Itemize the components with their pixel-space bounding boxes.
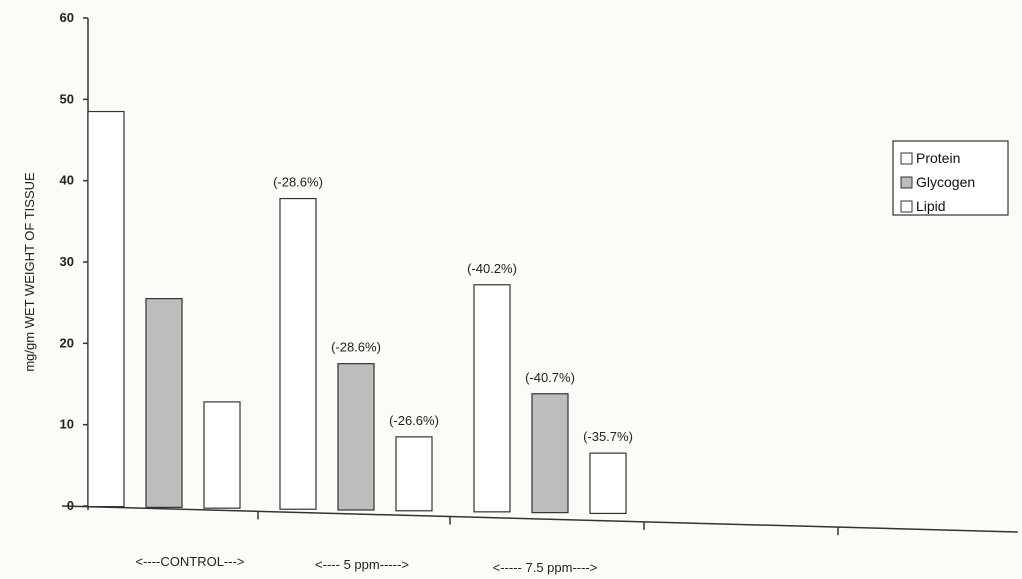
x-category-label: <----- 7.5 ppm---->	[493, 560, 598, 575]
y-tick-label: 50	[60, 91, 74, 106]
bar-protein-2	[279, 197, 317, 510]
x-category-label: <---- 5 ppm----->	[315, 557, 409, 572]
bar-glycogen-1	[145, 298, 183, 508]
data-label: (-40.7%)	[525, 370, 575, 385]
data-label: (-40.2%)	[467, 261, 517, 276]
bar-glycogen-3	[531, 393, 569, 514]
legend-label-protein: Protein	[916, 150, 960, 166]
data-labels: (-28.6%) (-28.6%) (-26.6%) (-40.2%) (-40.7%)…	[273, 175, 633, 445]
y-tick-label: 30	[60, 254, 74, 269]
y-axis-label: mg/gm WET WEIGHT OF TISSUE	[22, 172, 37, 372]
data-label: (-28.6%)	[273, 175, 323, 190]
bar-lipid-1	[203, 401, 241, 509]
y-tick-label: 20	[60, 335, 74, 350]
y-tick-label: 60	[60, 10, 74, 25]
bar-protein-1	[87, 110, 125, 508]
legend-label-glycogen: Glycogen	[916, 174, 975, 190]
legend: Protein Glycogen Lipid	[892, 140, 1009, 216]
bar-lipid-3	[589, 452, 627, 515]
legend-label-lipid: Lipid	[916, 198, 946, 214]
legend-swatch-lipid	[900, 200, 913, 213]
data-label: (-35.7%)	[583, 429, 633, 444]
bars	[87, 110, 627, 515]
legend-swatch-glycogen	[900, 176, 913, 189]
bar-protein-3	[473, 284, 511, 513]
y-tick-label: 40	[60, 173, 74, 188]
y-axis: 0102030405060	[60, 10, 89, 513]
y-tick-label: 10	[60, 417, 74, 432]
bar-lipid-2	[395, 436, 433, 512]
bar-glycogen-2	[337, 363, 375, 511]
x-category-label: <----CONTROL--->	[135, 554, 244, 569]
legend-swatch-protein	[900, 152, 913, 165]
data-label: (-28.6%)	[331, 340, 381, 355]
data-label: (-26.6%)	[389, 413, 439, 428]
x-axis: <----CONTROL---> <---- 5 ppm-----> <----- …	[61, 505, 1019, 575]
